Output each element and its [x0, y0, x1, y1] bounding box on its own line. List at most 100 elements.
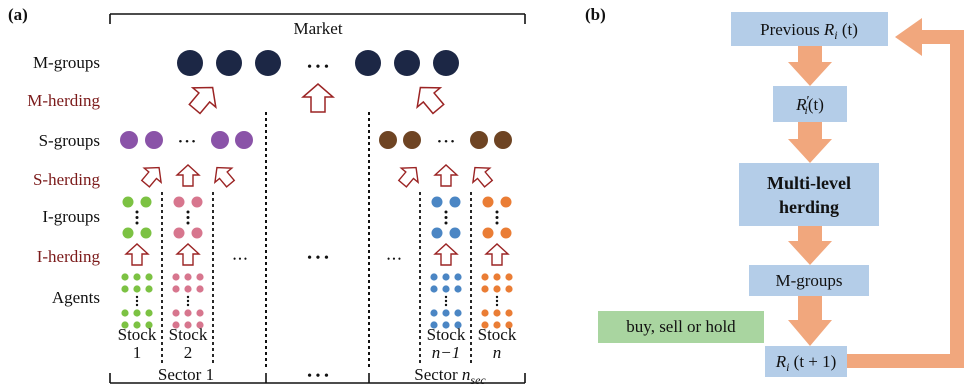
agent-dot: [430, 285, 438, 293]
s-group-circle: [120, 131, 138, 149]
agent-dot: [442, 285, 450, 293]
agent-ellipsis-dot: [135, 303, 139, 307]
agent-dot: [430, 273, 438, 281]
i-group-dot: [191, 196, 203, 208]
agent-dot: [184, 309, 192, 317]
s-groups-right-ellipsis: • • •: [437, 136, 454, 148]
row-label-m-herding: M-herding: [27, 91, 100, 110]
agent-dot: [493, 321, 501, 329]
agent-dot: [481, 273, 489, 281]
agent-dot: [430, 321, 438, 329]
m-group-circle: [216, 50, 242, 76]
agent-ellipsis-dot: [495, 303, 499, 307]
agent-dot: [505, 309, 513, 317]
agent-dot: [454, 273, 462, 281]
sector-last-word: Sector: [414, 365, 462, 384]
next-r-sub: i: [786, 360, 789, 374]
agent-dot: [196, 285, 204, 293]
row-label-s-groups: S-groups: [39, 131, 100, 150]
panel-a-tag: (a): [8, 5, 28, 24]
previous-prefix: Previous: [760, 20, 824, 39]
row-label-i-groups: I-groups: [42, 207, 100, 226]
stock-labels: Stock 1 Stock 2 Stock n−1 Stock n: [118, 325, 517, 362]
feedback-loop-arrowhead: [895, 18, 922, 56]
s-group-circle: [494, 131, 512, 149]
next-r-symbol: R: [775, 352, 787, 371]
s-groups-row: [120, 131, 512, 149]
i-group-dot: [449, 227, 461, 239]
stock-1-word: Stock: [118, 325, 157, 344]
agent-dot: [121, 285, 129, 293]
flow-arrow-4: [788, 296, 832, 346]
i-group-dot: [449, 196, 461, 208]
sector-separators: [265, 112, 370, 368]
agent-dot: [454, 285, 462, 293]
sector-last-n: n: [462, 365, 471, 384]
agent-dot: [196, 309, 204, 317]
agent-ellipsis-dot: [186, 303, 190, 307]
decision-label: buy, sell or hold: [626, 317, 736, 336]
agent-dot: [454, 321, 462, 329]
agent-dot: [172, 273, 180, 281]
row-label-i-herding: I-herding: [37, 247, 101, 266]
i-group-ellipsis-dot: [444, 221, 448, 225]
i-group-dot: [140, 227, 152, 239]
agent-dot: [172, 321, 180, 329]
s-group-circle: [211, 131, 229, 149]
m-herding-arrows: [188, 83, 445, 115]
stock-n-index: n: [493, 343, 502, 362]
agents-row: [121, 273, 513, 329]
agent-dot: [493, 309, 501, 317]
stock-2-index: 2: [184, 343, 193, 362]
agent-dot: [121, 273, 129, 281]
agent-dot: [196, 273, 204, 281]
flow-arrows: [788, 46, 832, 346]
i-group-ellipsis-dot: [186, 210, 190, 214]
agent-dot: [442, 273, 450, 281]
stock-separators: [161, 192, 472, 368]
panel-b-tag: (b): [585, 5, 606, 24]
i-group-ellipsis-dot: [444, 210, 448, 214]
i-group-ellipsis-dot: [186, 221, 190, 225]
agent-dot: [196, 321, 204, 329]
m-group-circle: [255, 50, 281, 76]
previous-r-box: [731, 12, 888, 46]
agent-dot: [184, 273, 192, 281]
m-group-circle: [177, 50, 203, 76]
agent-dot: [133, 309, 141, 317]
agent-ellipsis-dot: [444, 299, 448, 303]
i-group-ellipsis-dot: [495, 216, 499, 219]
i-herding-arrows: [124, 243, 510, 266]
stock-1-index: 1: [133, 343, 142, 362]
i-group-dot: [482, 227, 494, 239]
s-group-circle: [403, 131, 421, 149]
i-group-dot: [431, 227, 443, 239]
s-group-circle: [145, 131, 163, 149]
i-herding-arrow: [484, 243, 510, 266]
previous-r-t: (t): [838, 20, 858, 39]
agent-dot: [145, 309, 153, 317]
middle-ellipsis-left: • • •: [233, 254, 247, 264]
middle-ellipsis-center: • • •: [307, 251, 329, 266]
agent-ellipsis-dot: [444, 295, 448, 299]
i-group-dot: [140, 196, 152, 208]
s-group-circle: [379, 131, 397, 149]
flow-arrow-3: [788, 226, 832, 265]
multi-level-line-1: Multi-level: [767, 173, 851, 193]
s-herding-arrow: [140, 166, 163, 188]
agent-ellipsis-dot: [495, 295, 499, 299]
agent-dot: [172, 285, 180, 293]
feedback-loop-arrow: [847, 30, 964, 368]
m-herding-arrow-left: [188, 86, 217, 115]
next-r-box: [765, 346, 847, 377]
previous-r-symbol: R: [823, 20, 835, 39]
s-herding-arrows: [140, 164, 494, 188]
i-group-ellipsis-dot: [135, 210, 139, 214]
agent-ellipsis-dot: [186, 295, 190, 299]
stock-n-word: Stock: [478, 325, 517, 344]
s-group-circle: [470, 131, 488, 149]
m-groups-ellipsis: • • •: [307, 60, 329, 75]
sector-last-label: Sector nsec: [414, 365, 486, 387]
r-prime-label: R′ i(t): [795, 94, 824, 117]
